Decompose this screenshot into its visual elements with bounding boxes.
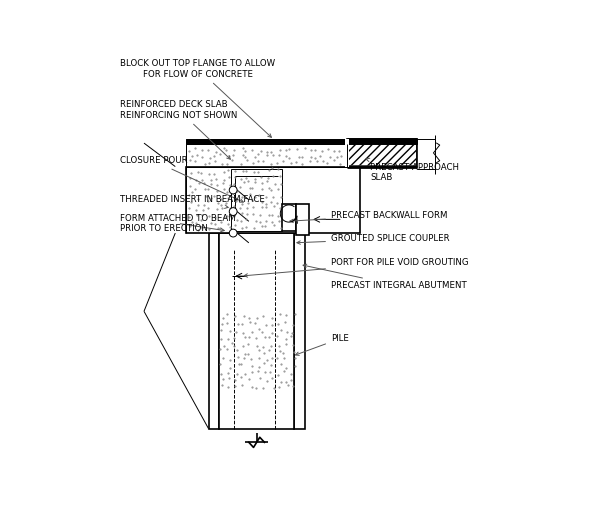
Bar bbox=[296, 303, 302, 397]
Bar bbox=[231, 169, 282, 231]
Bar bbox=[347, 139, 417, 144]
Circle shape bbox=[229, 229, 237, 237]
Bar bbox=[239, 317, 274, 384]
Bar bbox=[218, 309, 296, 392]
Bar bbox=[347, 139, 417, 167]
Bar bbox=[209, 233, 220, 429]
Text: REINFORCED DECK SLAB
REINFORCING NOT SHOWN: REINFORCED DECK SLAB REINFORCING NOT SHO… bbox=[120, 100, 237, 159]
Text: PRECAST BACKWALL FORM: PRECAST BACKWALL FORM bbox=[290, 211, 448, 223]
Bar bbox=[296, 204, 310, 235]
Bar bbox=[344, 139, 349, 167]
Bar bbox=[186, 167, 361, 233]
Text: PRECAST APPROACH
SLAB: PRECAST APPROACH SLAB bbox=[366, 158, 459, 182]
Circle shape bbox=[229, 186, 237, 194]
Bar bbox=[348, 140, 416, 166]
Text: PORT FOR PILE VOID GROUTING: PORT FOR PILE VOID GROUTING bbox=[244, 258, 469, 277]
Text: GROUTED SPLICE COUPLER: GROUTED SPLICE COUPLER bbox=[297, 234, 449, 244]
Text: CLOSURE POUR: CLOSURE POUR bbox=[120, 156, 244, 202]
Circle shape bbox=[229, 208, 237, 215]
Bar bbox=[186, 139, 347, 144]
Text: THREADED INSERT IN BEAM FACE: THREADED INSERT IN BEAM FACE bbox=[120, 195, 265, 208]
Text: BLOCK OUT TOP FLANGE TO ALLOW
FOR FLOW OF CONCRETE: BLOCK OUT TOP FLANGE TO ALLOW FOR FLOW O… bbox=[121, 59, 275, 137]
Bar bbox=[212, 303, 218, 397]
Text: FORM ATTACHED TO BEAM
PRIOR TO ERECTION: FORM ATTACHED TO BEAM PRIOR TO ERECTION bbox=[120, 213, 235, 233]
Bar bbox=[212, 392, 302, 397]
Bar bbox=[294, 227, 305, 429]
Bar bbox=[220, 233, 294, 429]
Bar bbox=[186, 144, 347, 167]
Text: PILE: PILE bbox=[295, 334, 349, 356]
Bar bbox=[282, 204, 296, 231]
Text: PRECAST INTEGRAL ABUTMENT: PRECAST INTEGRAL ABUTMENT bbox=[303, 264, 467, 291]
